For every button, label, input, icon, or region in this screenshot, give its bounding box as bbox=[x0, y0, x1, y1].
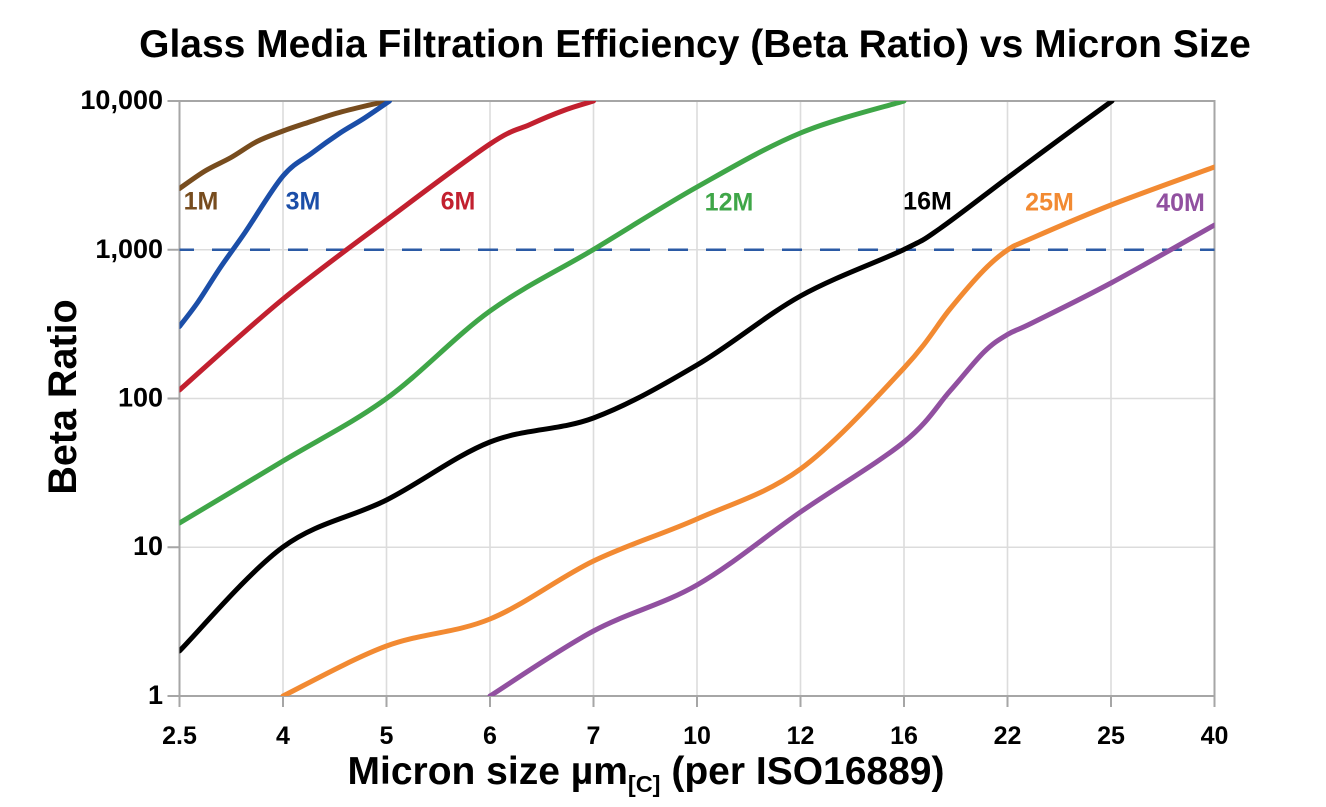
svg-text:2.5: 2.5 bbox=[162, 722, 197, 750]
svg-text:6: 6 bbox=[483, 722, 497, 750]
svg-text:12: 12 bbox=[787, 722, 815, 750]
svg-text:1,000: 1,000 bbox=[95, 234, 163, 264]
svg-text:Beta Ratio: Beta Ratio bbox=[41, 299, 85, 494]
svg-text:10: 10 bbox=[133, 531, 163, 561]
svg-text:Glass Media Filtration Efficie: Glass Media Filtration Efficiency (Beta … bbox=[139, 23, 1251, 66]
svg-text:10: 10 bbox=[683, 722, 711, 750]
svg-text:40M: 40M bbox=[1156, 189, 1205, 217]
svg-text:5: 5 bbox=[380, 722, 394, 750]
svg-text:12M: 12M bbox=[705, 188, 754, 216]
svg-text:7: 7 bbox=[587, 722, 601, 750]
svg-text:4: 4 bbox=[276, 722, 290, 750]
svg-text:100: 100 bbox=[118, 383, 163, 413]
svg-text:1M: 1M bbox=[184, 187, 219, 215]
svg-text:3M: 3M bbox=[286, 187, 321, 215]
svg-text:25M: 25M bbox=[1025, 188, 1074, 216]
svg-text:16M: 16M bbox=[903, 187, 952, 215]
svg-text:22: 22 bbox=[994, 722, 1022, 750]
svg-text:10,000: 10,000 bbox=[80, 85, 163, 115]
svg-text:1: 1 bbox=[148, 680, 163, 710]
svg-text:16: 16 bbox=[890, 722, 918, 750]
svg-text:40: 40 bbox=[1201, 722, 1229, 750]
svg-text:6M: 6M bbox=[441, 187, 476, 215]
svg-text:25: 25 bbox=[1097, 722, 1125, 750]
